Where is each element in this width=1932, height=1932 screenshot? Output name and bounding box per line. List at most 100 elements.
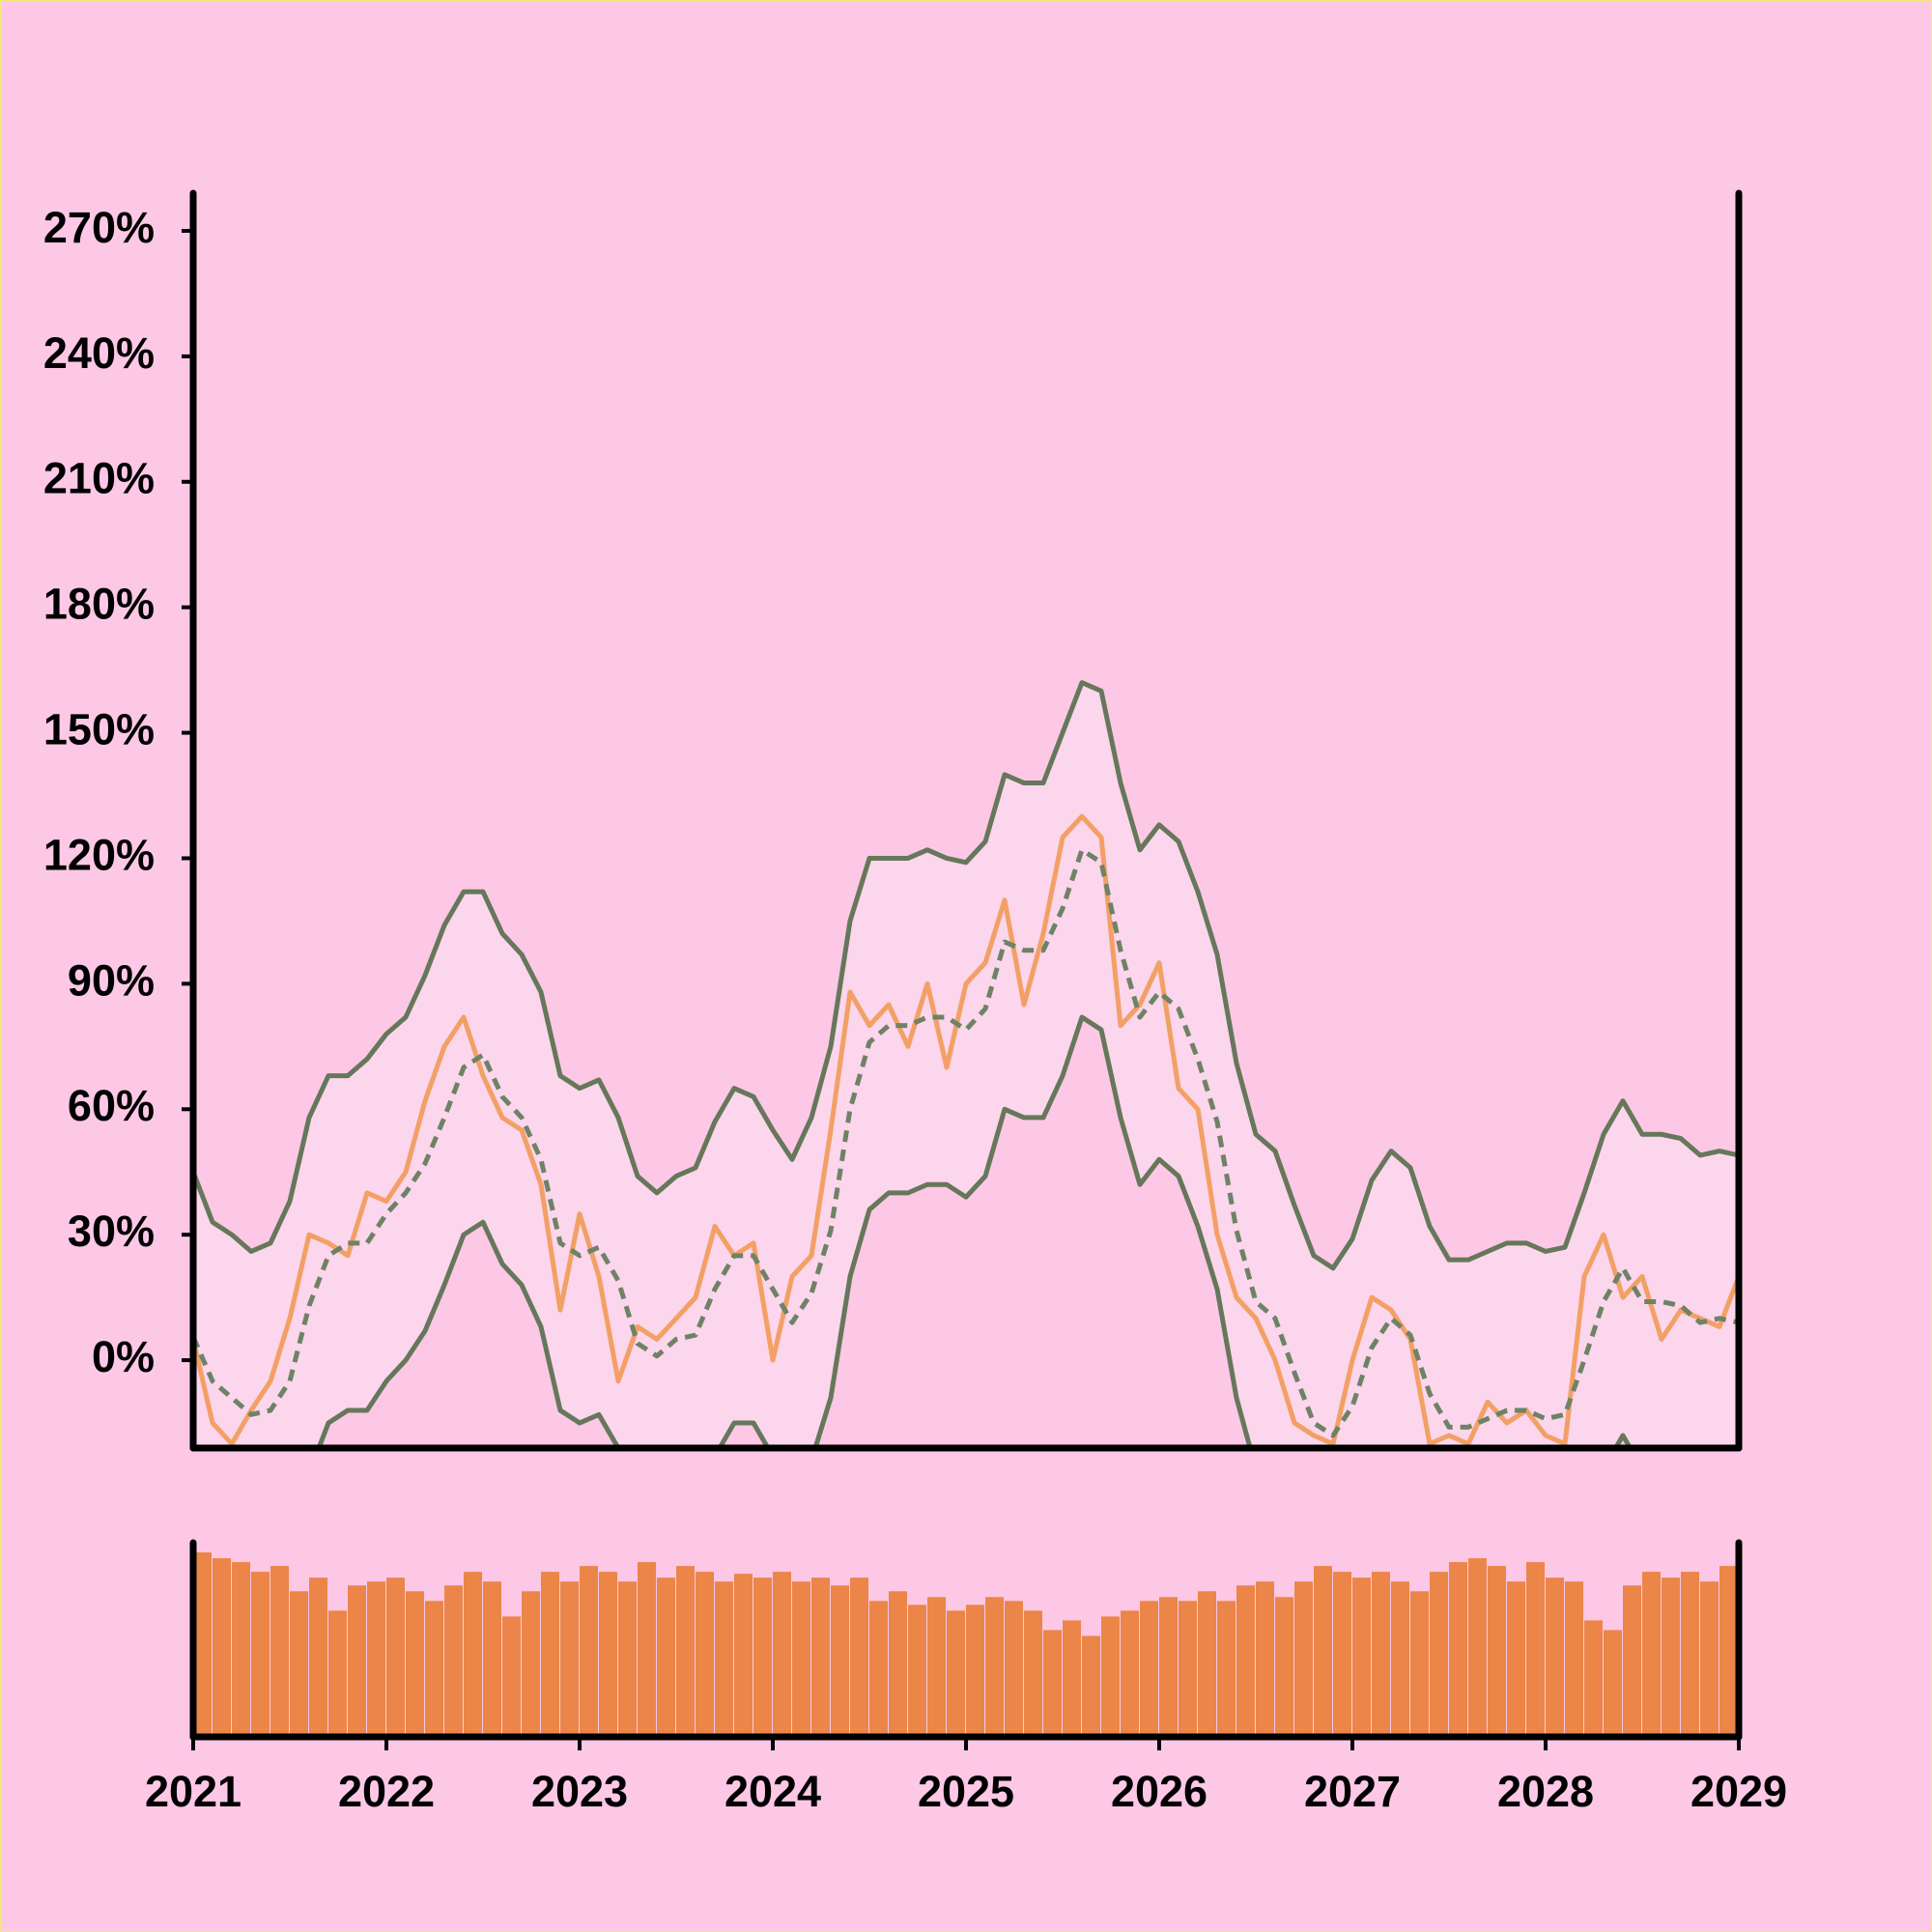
volume-bar xyxy=(638,1562,656,1737)
volume-bar xyxy=(715,1581,733,1737)
volume-bar xyxy=(831,1585,849,1737)
series-line xyxy=(193,847,1739,1438)
x-tick-label: 2023 xyxy=(531,1767,628,1816)
volume-bar xyxy=(1101,1616,1120,1737)
series-line xyxy=(316,1014,1634,1448)
volume-bar xyxy=(753,1577,772,1737)
plot-area xyxy=(193,680,1739,1448)
volume-bar xyxy=(522,1591,540,1737)
volume-bar xyxy=(270,1566,289,1737)
volume-bar xyxy=(502,1616,521,1737)
volume-bar xyxy=(1372,1572,1390,1737)
x-tick-label: 2029 xyxy=(1690,1767,1787,1816)
y-tick-label: 180% xyxy=(43,580,155,629)
volume-bar xyxy=(599,1572,617,1737)
volume-bar xyxy=(483,1581,501,1737)
volume-bar xyxy=(348,1585,366,1737)
volume-bar xyxy=(1352,1577,1371,1737)
volume-bar xyxy=(386,1577,405,1737)
volume-bar xyxy=(1043,1630,1062,1737)
volume-bar xyxy=(1333,1572,1351,1737)
x-tick-label: 2028 xyxy=(1497,1767,1594,1816)
series-line xyxy=(193,813,1739,1447)
volume-bar xyxy=(927,1597,946,1737)
volume-bar xyxy=(773,1572,791,1737)
volume-bar xyxy=(1140,1601,1158,1737)
volume-bar xyxy=(1082,1635,1100,1737)
volume-bar xyxy=(309,1577,327,1737)
series-line xyxy=(193,680,1739,1271)
x-tick-label: 2026 xyxy=(1111,1767,1208,1816)
y-tick-label: 240% xyxy=(43,328,155,378)
volume-bar xyxy=(1275,1597,1293,1737)
volume-bar xyxy=(290,1591,308,1737)
volume-bar xyxy=(193,1552,212,1737)
volume-bar xyxy=(985,1597,1004,1737)
volume-bar xyxy=(1314,1566,1332,1737)
y-tick-label: 210% xyxy=(43,454,155,503)
volume-bar xyxy=(232,1562,250,1737)
volume-bar xyxy=(1468,1558,1487,1737)
x-tick-label: 2021 xyxy=(145,1767,242,1816)
volume-bar xyxy=(811,1577,830,1737)
volume-bar xyxy=(1507,1581,1525,1737)
volume-bar xyxy=(1430,1572,1448,1737)
volume-bar xyxy=(1198,1591,1216,1737)
volume-bar xyxy=(850,1577,868,1737)
volume-bar xyxy=(1159,1597,1178,1737)
volume-bar xyxy=(1024,1610,1042,1737)
x-tick-label: 2024 xyxy=(724,1767,821,1816)
volume-bar xyxy=(889,1591,907,1737)
x-tick-label: 2027 xyxy=(1304,1767,1401,1816)
volume-bar xyxy=(1565,1581,1583,1737)
volume-bar xyxy=(792,1581,810,1737)
volume-bar xyxy=(1217,1601,1236,1737)
volume-bar xyxy=(1005,1601,1023,1737)
volume-bar xyxy=(1604,1630,1622,1737)
volume-bar xyxy=(1063,1620,1081,1737)
volume-bar xyxy=(869,1601,888,1737)
volume-bar xyxy=(1546,1577,1564,1737)
y-tick-label: 30% xyxy=(68,1207,155,1256)
volume-bar xyxy=(908,1605,926,1737)
volume-bar xyxy=(1642,1572,1661,1737)
volume-bar xyxy=(657,1577,675,1737)
volume-bar xyxy=(1294,1581,1313,1737)
volume-bar xyxy=(676,1566,695,1737)
volume-bar xyxy=(966,1605,984,1737)
volume-bar xyxy=(1662,1577,1680,1737)
volume-bar xyxy=(213,1558,231,1737)
volume-bar xyxy=(1584,1620,1603,1737)
volume-bar xyxy=(1681,1572,1699,1737)
volume-bar xyxy=(734,1574,753,1737)
volume-bar xyxy=(1700,1581,1719,1737)
volume-bar xyxy=(1256,1581,1274,1737)
volume-bar xyxy=(1488,1566,1506,1737)
volume-bar xyxy=(444,1585,463,1737)
x-tick-label: 2022 xyxy=(338,1767,435,1816)
volume-bar xyxy=(1719,1566,1738,1737)
volume-bar xyxy=(251,1572,270,1737)
volume-bar xyxy=(618,1581,637,1737)
volume-bar xyxy=(464,1572,482,1737)
volume-bar xyxy=(1526,1562,1545,1737)
volume-bar xyxy=(1236,1585,1255,1737)
volume-bar xyxy=(425,1601,443,1737)
volume-bar xyxy=(947,1610,965,1737)
volume-bar xyxy=(580,1566,598,1737)
x-tick-label: 2025 xyxy=(918,1767,1014,1816)
volume-bar xyxy=(1623,1585,1641,1737)
volume-bar xyxy=(1449,1562,1467,1737)
y-tick-label: 90% xyxy=(68,955,155,1005)
y-tick-label: 270% xyxy=(43,203,155,252)
volume-bar xyxy=(560,1581,579,1737)
volume-bar xyxy=(1121,1610,1139,1737)
y-tick-label: 0% xyxy=(92,1332,155,1381)
volume-bar xyxy=(1391,1581,1409,1737)
volume-bar xyxy=(367,1581,385,1737)
volume-bar xyxy=(696,1572,714,1737)
volume-bar xyxy=(1410,1591,1429,1737)
volume-bar xyxy=(328,1610,347,1737)
y-tick-label: 60% xyxy=(68,1081,155,1130)
